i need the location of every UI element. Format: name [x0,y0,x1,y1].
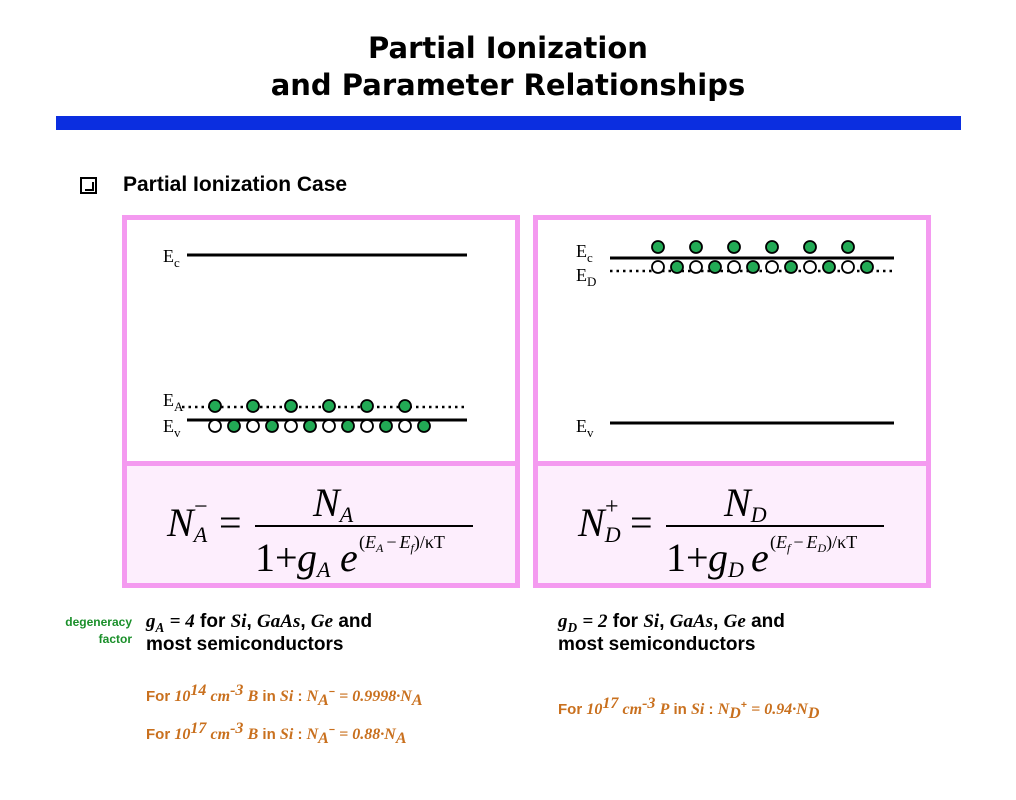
acceptor-band-svg: Ec EA Ev [163,246,467,440]
acceptor-electron-filled [322,399,336,413]
lhs-superscript: − [194,494,208,520]
numerator: NA [312,480,354,527]
checkbox-bullet-icon [80,176,97,194]
denominator-one: 1+ [666,535,709,580]
exponent: (EA − Ef)/κT [359,532,445,555]
donor-ionization-formula: ND + = ND 1+ gD e (Ef − ED)/κT [533,461,931,588]
lhs-superscript: + [605,494,619,520]
conduction-electron-filled [689,240,703,254]
valence-state-empty [246,419,260,433]
equals-sign: = [630,500,653,545]
valence-state-empty [360,419,374,433]
donor-band-diagram: Ec ED Ev [533,215,931,466]
conduction-electron-filled [765,240,779,254]
acceptor-ionization-formula: NA − = NA 1+ gA e (EA − Ef)/κT [122,461,520,588]
acceptor-electron-filled [284,399,298,413]
valence-state-empty [284,419,298,433]
acceptor-electron-filled [246,399,260,413]
donor-state-filled [670,260,684,274]
donor-band-svg: Ec ED Ev [576,240,894,440]
valence-state-empty [208,419,222,433]
acceptor-example-1: For 1014 cm-3 B in Si : NA− = 0.9998·NA [146,682,423,709]
conduction-electron-filled [841,240,855,254]
donor-formula-svg: ND + = ND 1+ gD e (Ef − ED)/κT [577,480,884,582]
bullet-item: Partial Ionization Case [80,170,347,200]
ec-label: Ec [576,241,593,265]
donor-state-empty [689,260,703,274]
donor-state-empty [651,260,665,274]
acceptor-formula-svg: NA − = NA 1+ gA e (EA − Ef)/κT [166,480,473,582]
exponential-e: e [751,535,769,580]
donor-state-filled [708,260,722,274]
degeneracy-g: gD [708,535,744,582]
ea-label: EA [163,390,184,414]
title-line-1: Partial Ionization [368,31,648,65]
valence-state-filled [341,419,355,433]
donor-level-states [651,260,874,274]
acceptor-example-2: For 1017 cm-3 B in Si : NA− = 0.88·NA [146,720,407,747]
donor-state-filled [860,260,874,274]
conduction-electron-filled [803,240,817,254]
exponent: (Ef − ED)/κT [770,532,857,555]
valence-state-filled [227,419,241,433]
valence-band-states [208,419,431,433]
ec-label: Ec [163,246,180,270]
slide-title: Partial Ionization and Parameter Relatio… [0,30,1016,104]
donor-state-empty [727,260,741,274]
acceptor-level-electrons [208,399,412,413]
valence-state-filled [265,419,279,433]
acceptor-band-diagram: Ec EA Ev [122,215,520,466]
denominator-one: 1+ [255,535,298,580]
donor-state-empty [803,260,817,274]
ev-label: Ev [163,416,181,440]
title-line-2: and Parameter Relationships [270,68,746,102]
numerator: ND [723,480,767,527]
lhs-symbol: ND [577,500,621,547]
conduction-band-electrons [651,240,855,254]
acceptor-degeneracy-text: gA = 4 for Si, GaAs, Ge and most semicon… [146,611,373,655]
lhs-symbol: NA [166,500,208,547]
degeneracy-g: gA [297,535,331,582]
valence-state-empty [322,419,336,433]
valence-state-empty [398,419,412,433]
donor-state-filled [822,260,836,274]
acceptor-electron-filled [360,399,374,413]
title-underline-bar [56,116,961,130]
valence-state-filled [417,419,431,433]
ed-label: ED [576,265,596,289]
bullet-text: Partial Ionization Case [123,173,348,196]
exponential-e: e [340,535,358,580]
valence-state-filled [379,419,393,433]
donor-degeneracy-text: gD = 2 for Si, GaAs, Ge and most semicon… [558,611,785,655]
donor-state-empty [765,260,779,274]
equals-sign: = [219,500,242,545]
donor-state-filled [746,260,760,274]
donor-state-filled [784,260,798,274]
conduction-electron-filled [651,240,665,254]
donor-example-1: For 1017 cm-3 P in Si : ND+ = 0.94·ND [558,695,820,722]
degeneracy-factor-label: degeneracy factor [65,615,132,646]
acceptor-electron-filled [398,399,412,413]
acceptor-electron-filled [208,399,222,413]
conduction-electron-filled [727,240,741,254]
ev-label: Ev [576,416,594,440]
valence-state-filled [303,419,317,433]
donor-state-empty [841,260,855,274]
